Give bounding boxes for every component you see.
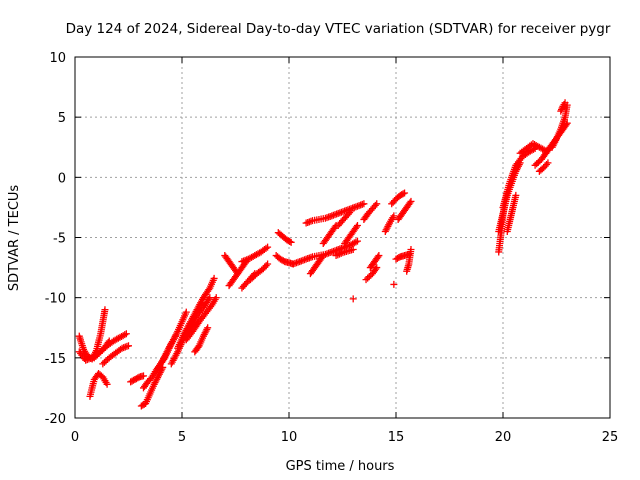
data-point [99,360,107,368]
data-point [262,244,270,252]
data-point [204,324,212,332]
data-point [364,274,372,282]
data-point [360,200,368,208]
data-point [561,99,569,107]
data-point [544,159,552,167]
data-point [353,237,361,245]
data-point [264,260,272,268]
data-point [512,191,520,199]
y-tick-label: -15 [45,352,66,367]
data-point [100,358,108,366]
data-point [212,294,220,302]
data-point [362,276,370,284]
data-point [319,252,327,260]
data-point [234,270,242,278]
data-point [95,349,103,357]
data-point [100,345,108,353]
data-point [249,271,257,279]
data-point [374,253,382,261]
data-point [349,246,357,254]
grid [75,57,610,418]
x-tick-label: 20 [495,430,512,445]
data-point [90,354,98,362]
data-point [531,161,539,169]
data-point [353,221,361,229]
data-point [407,197,415,205]
data-point [205,286,213,294]
data-point [406,199,414,207]
data-point [233,268,241,276]
chart-title: Day 124 of 2024, Sidereal Day-to-day VTE… [66,21,611,37]
x-tick-label: 5 [178,430,186,445]
data-point [373,200,381,208]
data-point [375,252,383,260]
data-point [286,238,294,246]
data-point [534,158,542,166]
data-point [103,380,111,388]
data-point [92,352,100,360]
data-point [98,346,106,354]
y-tick-label: -10 [45,292,66,307]
data-point [543,160,551,168]
y-tick-label: 10 [49,51,66,66]
data-point [251,270,259,278]
data-point [371,201,379,209]
data-point [365,273,373,281]
data-point [390,212,398,220]
y-tick-label: 0 [58,171,66,186]
data-point [390,280,398,288]
data-point [373,264,381,272]
x-tick-label: 25 [602,430,619,445]
data-point [122,330,130,338]
data-point [287,238,295,246]
data-point [372,265,380,273]
data-point [347,207,355,215]
data-point [121,331,129,339]
x-tick-label: 0 [71,430,79,445]
x-axis-label: GPS time / hours [286,459,395,474]
y-tick-label: -5 [53,232,66,247]
data-point [205,295,213,303]
data-point [401,189,409,197]
data-point [352,223,360,231]
y-tick-label: 5 [58,111,66,126]
data-point [102,357,110,365]
data-point [399,190,407,198]
x-tick-label: 15 [388,430,405,445]
data-point [101,306,109,314]
data-points [75,99,571,410]
data-point [318,253,326,261]
data-point [206,294,214,302]
data-point [262,262,270,270]
data-point [533,160,541,168]
data-point [125,342,132,350]
x-tick-label: 10 [281,430,298,445]
data-point [349,295,357,303]
data-point [557,106,565,114]
y-tick-label: -20 [45,412,66,427]
axis-ticks: 0 5 10 15 20 25 -20 -15 -10 -5 0 5 10 [45,51,619,445]
data-point [346,209,354,217]
data-point [352,238,360,246]
data-point [331,223,339,231]
data-point [557,107,565,115]
data-point [172,332,180,340]
data-point [139,372,147,380]
data-point [210,274,218,282]
data-point [407,246,415,254]
data-point [93,351,101,359]
data-point [264,243,272,251]
data-point [97,348,105,356]
data-point [182,308,190,316]
y-axis-label: SDTVAR / TECUs [7,185,22,292]
